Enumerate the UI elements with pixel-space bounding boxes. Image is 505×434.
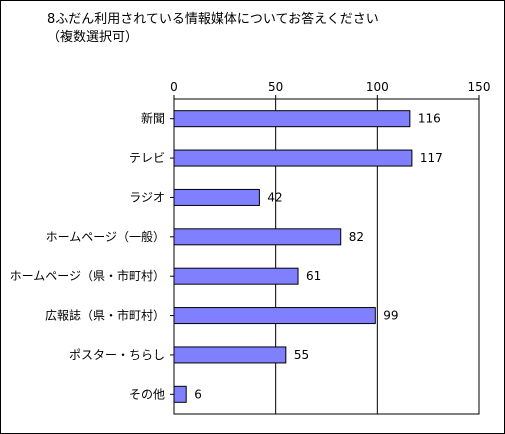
value-label: 42 (267, 190, 282, 204)
chart-title-line1: 8ふだん利用されている情報媒体についてお答えください (47, 12, 379, 27)
category-label: 広報誌（県・市町村） (45, 308, 165, 323)
tick-label: 100 (366, 80, 389, 94)
tick-label: 50 (268, 80, 283, 94)
chart-title-line2: （複数選択可） (47, 30, 139, 45)
bar (173, 307, 376, 325)
bar (173, 267, 299, 285)
category-label: 新聞 (141, 111, 165, 126)
value-label: 61 (306, 269, 321, 283)
bar (173, 228, 342, 246)
bar (173, 188, 260, 206)
tick-label: 150 (468, 80, 491, 94)
chart-title: 8ふだん利用されている情報媒体についてお答えください （複数選択可） (47, 11, 379, 47)
value-label: 55 (294, 348, 309, 362)
bars (173, 110, 413, 403)
bar (173, 346, 287, 364)
category-label: テレビ (129, 151, 165, 165)
value-label: 6 (194, 387, 202, 401)
bar (173, 149, 413, 167)
value-labels: 116 117 42 82 61 99 55 6 (194, 112, 443, 402)
category-label: ホームページ（県・市町村） (10, 268, 165, 283)
category-label: ホームページ（一般） (46, 229, 165, 244)
tick-label: 0 (170, 80, 178, 94)
bar (173, 110, 411, 128)
category-label: その他 (129, 387, 165, 401)
bar (173, 385, 187, 403)
category-label: ポスター・ちらし (69, 348, 165, 362)
value-label: 82 (349, 230, 364, 244)
value-label: 99 (383, 309, 398, 323)
plot-area-border (173, 98, 480, 415)
x-axis-ticks: 0 50 100 150 (170, 80, 491, 395)
value-label: 117 (420, 151, 443, 165)
gridlines (173, 99, 480, 414)
category-label: ラジオ (129, 190, 165, 204)
value-label: 116 (418, 112, 441, 126)
